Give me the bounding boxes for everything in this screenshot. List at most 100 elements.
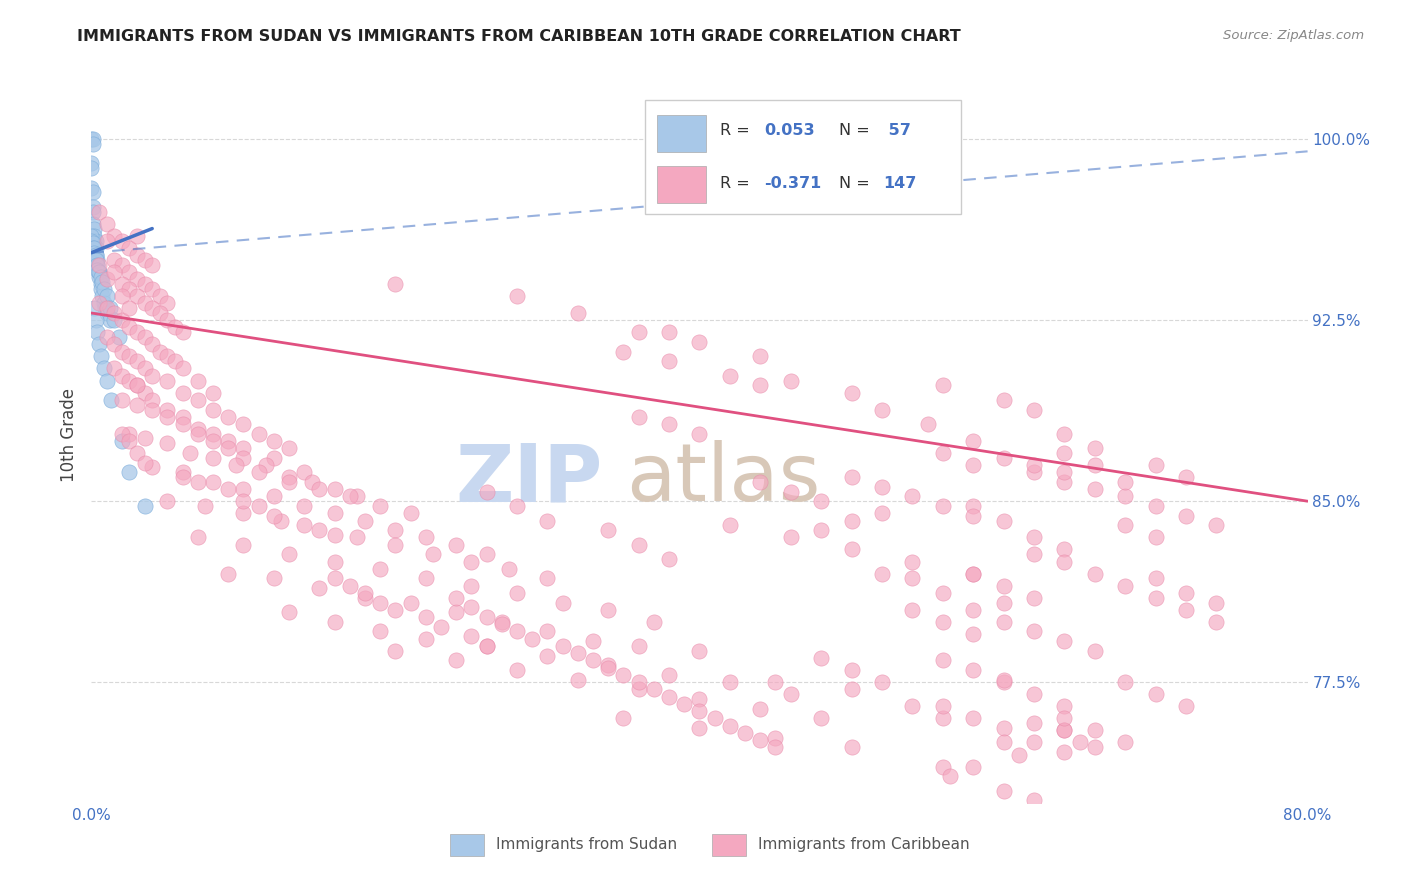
Point <box>931 711 953 725</box>
Point <box>1022 547 1045 561</box>
Point <box>1022 465 1045 479</box>
Point <box>567 306 589 320</box>
Point <box>118 350 141 364</box>
Point <box>627 639 650 653</box>
Point <box>339 489 361 503</box>
FancyBboxPatch shape <box>645 100 960 214</box>
Point <box>232 538 254 552</box>
Point <box>103 306 125 320</box>
Point <box>582 634 605 648</box>
Point <box>118 265 141 279</box>
Text: ZIP: ZIP <box>456 440 602 518</box>
Text: 57: 57 <box>883 123 911 138</box>
Point <box>118 282 141 296</box>
Point <box>98 301 121 315</box>
Point <box>118 465 141 479</box>
Point <box>134 252 156 267</box>
Point <box>993 675 1015 690</box>
Point <box>96 301 118 315</box>
Point <box>1053 711 1076 725</box>
Point <box>84 248 107 262</box>
Point <box>841 385 863 400</box>
Point <box>87 204 110 219</box>
Point <box>141 258 163 272</box>
Point <box>901 603 924 617</box>
Point <box>100 392 122 407</box>
Point <box>86 326 108 340</box>
Point <box>103 361 125 376</box>
Point <box>460 579 482 593</box>
Point <box>125 378 148 392</box>
Point <box>82 132 104 146</box>
Point <box>718 718 741 732</box>
Point <box>156 374 179 388</box>
Point <box>91 289 114 303</box>
Point <box>765 731 787 745</box>
Point <box>1084 441 1107 455</box>
Point <box>118 374 141 388</box>
Point <box>993 735 1015 749</box>
Point <box>658 690 681 704</box>
Point <box>384 538 406 552</box>
Point <box>460 629 482 643</box>
Point <box>1144 571 1167 585</box>
Point <box>141 460 163 475</box>
Point <box>1205 518 1227 533</box>
Point <box>87 269 110 284</box>
Point <box>80 156 103 170</box>
Point <box>98 313 121 327</box>
Point <box>87 296 110 310</box>
Point <box>1114 675 1136 690</box>
Point <box>111 392 134 407</box>
Point <box>87 265 110 279</box>
Point <box>278 470 301 484</box>
Point <box>202 434 225 448</box>
Point <box>93 282 115 296</box>
Point <box>354 586 377 600</box>
Point <box>688 692 710 706</box>
Point <box>688 426 710 441</box>
Point <box>346 489 368 503</box>
Text: 147: 147 <box>883 176 917 191</box>
Point <box>931 378 953 392</box>
Point <box>444 605 467 619</box>
Point <box>125 326 148 340</box>
Point <box>962 663 984 677</box>
Text: R =: R = <box>720 176 755 191</box>
Point <box>1053 745 1076 759</box>
Point <box>301 475 323 489</box>
Point <box>125 248 148 262</box>
Point <box>187 374 209 388</box>
Point <box>779 374 801 388</box>
Point <box>232 450 254 465</box>
Point <box>491 617 513 632</box>
Point <box>83 228 105 243</box>
Point <box>658 668 681 682</box>
Point <box>125 446 148 460</box>
Point <box>91 275 114 289</box>
Point <box>323 528 346 542</box>
Point <box>134 385 156 400</box>
Point <box>96 330 118 344</box>
Point <box>658 354 681 368</box>
Point <box>1084 566 1107 581</box>
Point <box>931 759 953 773</box>
Text: Immigrants from Sudan: Immigrants from Sudan <box>496 837 678 852</box>
Point <box>254 458 277 472</box>
Point <box>870 480 893 494</box>
Text: Source: ZipAtlas.com: Source: ZipAtlas.com <box>1223 29 1364 42</box>
Point <box>172 326 194 340</box>
Point <box>962 566 984 581</box>
Point <box>202 385 225 400</box>
Point <box>1144 458 1167 472</box>
Point <box>202 402 225 417</box>
Point <box>627 326 650 340</box>
Point <box>962 458 984 472</box>
Point <box>263 489 285 503</box>
Point <box>962 627 984 641</box>
Point <box>749 733 772 747</box>
Point <box>870 506 893 520</box>
Point <box>217 434 239 448</box>
Point <box>841 542 863 557</box>
Point <box>217 482 239 496</box>
